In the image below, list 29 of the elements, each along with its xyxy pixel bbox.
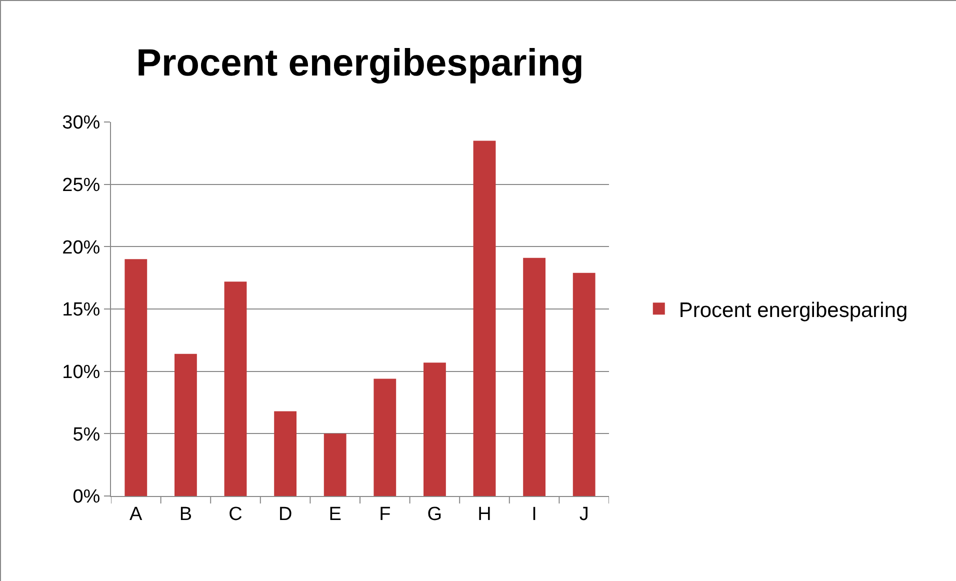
x-tick-label: H xyxy=(478,504,492,525)
legend-label: Procent energibesparing xyxy=(678,298,908,322)
bar xyxy=(224,282,247,496)
bar xyxy=(374,378,396,496)
y-tick-label: 10% xyxy=(62,362,100,383)
y-tick-label: 5% xyxy=(72,424,100,446)
x-tick-label: A xyxy=(130,504,143,525)
bar xyxy=(473,140,496,496)
bar xyxy=(274,411,297,496)
x-tick-label: B xyxy=(179,504,192,525)
y-tick-label: 0% xyxy=(72,486,100,508)
y-tick-label: 30% xyxy=(62,112,100,134)
bar xyxy=(523,258,546,496)
x-tick-label: J xyxy=(579,504,589,525)
y-tick-label: 25% xyxy=(62,174,100,196)
x-tick-label: F xyxy=(379,504,391,525)
bar xyxy=(572,272,596,496)
chart-title: Procent energibesparing xyxy=(136,42,584,84)
x-tick-label: G xyxy=(427,504,442,525)
y-tick-label: 20% xyxy=(62,237,100,258)
x-tick-label: C xyxy=(228,504,242,525)
bar xyxy=(124,259,148,496)
bar xyxy=(174,354,197,496)
x-tick-label: I xyxy=(532,504,537,525)
x-tick-label: E xyxy=(328,504,342,525)
x-tick-label: D xyxy=(278,504,292,525)
bar xyxy=(324,434,346,496)
bar xyxy=(424,362,446,496)
y-tick-label: 15% xyxy=(62,300,100,321)
